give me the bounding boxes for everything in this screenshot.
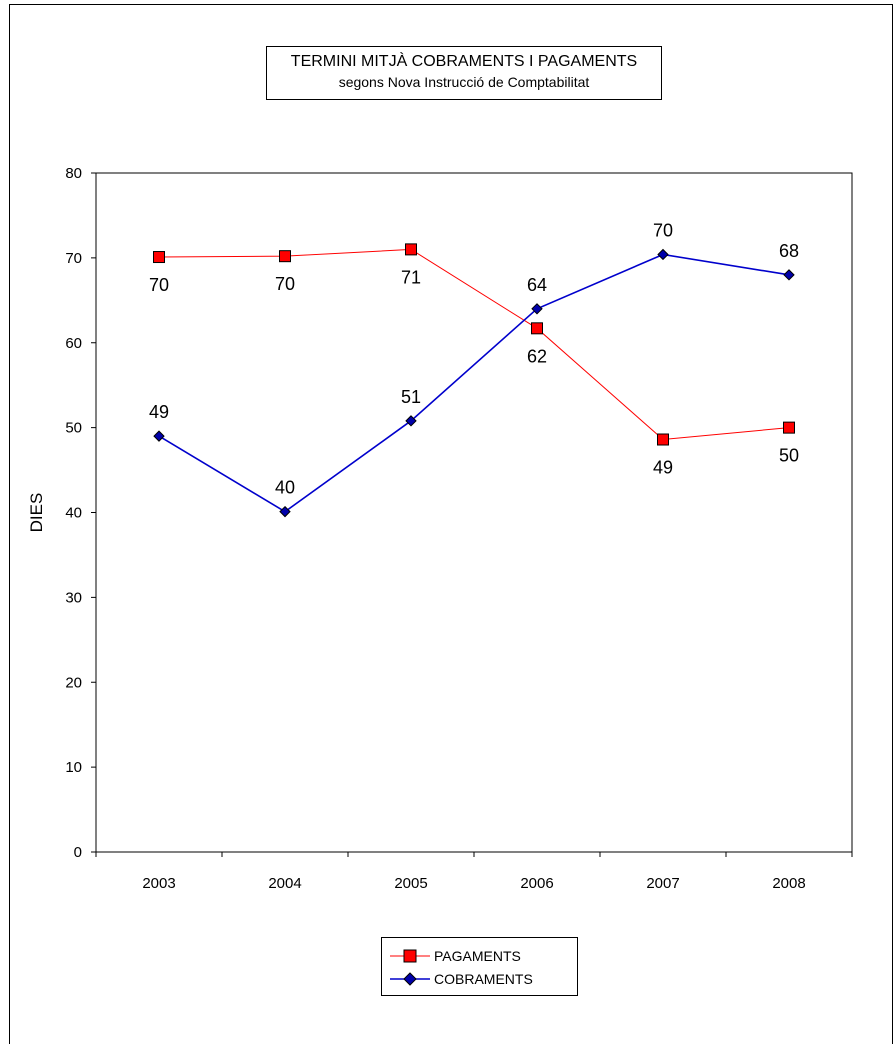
data-point-cobraments — [657, 248, 669, 261]
y-tick-label: 10 — [65, 759, 82, 776]
data-label-cobraments: 68 — [779, 241, 799, 261]
data-label-pagaments: 70 — [149, 275, 169, 295]
x-tick-label: 2003 — [142, 875, 175, 892]
data-label-cobraments: 40 — [275, 478, 295, 498]
chart-title-box: TERMINI MITJÀ COBRAMENTS I PAGAMENTS seg… — [266, 46, 662, 100]
axes: 0 10 20 30 40 50 60 70 80 2003 2004 2005 2006 2007 200… — [27, 165, 853, 892]
y-tick-label: 30 — [65, 589, 82, 606]
series-line-cobraments — [158, 253, 790, 513]
data-point-pagaments — [783, 421, 795, 434]
chart-title: TERMINI MITJÀ COBRAMENTS I PAGAMENTS — [290, 53, 638, 70]
data-label-pagaments: 62 — [527, 346, 547, 366]
data-point-cobraments — [783, 269, 795, 281]
legend-label-pagaments: PAGAMENTS — [434, 948, 521, 964]
legend-swatch-cobraments — [390, 972, 430, 986]
y-tick-label: 80 — [65, 165, 82, 182]
x-tick-label: 2005 — [394, 875, 427, 892]
y-tick-label: 60 — [65, 335, 82, 352]
data-point-cobraments — [153, 430, 165, 442]
data-point-cobraments — [405, 415, 417, 427]
data-point-pagaments — [405, 243, 417, 256]
series-lines — [158, 248, 790, 513]
data-label-cobraments: 51 — [401, 387, 421, 407]
y-tick-label: 40 — [65, 505, 82, 522]
legend-swatch-pagaments — [390, 949, 430, 963]
data-point-pagaments — [279, 250, 291, 263]
plot-area — [95, 172, 853, 853]
legend-item-pagaments: PAGAMENTS — [390, 946, 521, 966]
data-point-pagaments — [153, 251, 165, 264]
x-tick-label: 2006 — [520, 875, 553, 892]
legend-item-cobraments: COBRAMENTS — [390, 969, 533, 989]
data-labels: 70 70 71 62 49 50 49 40 51 64 70 68 — [149, 220, 799, 497]
data-label-pagaments: 49 — [653, 458, 673, 478]
series-line-pagaments — [158, 248, 790, 441]
legend: PAGAMENTS COBRAMENTS — [381, 937, 578, 996]
data-label-pagaments: 50 — [779, 446, 799, 466]
data-point-cobraments — [279, 505, 291, 518]
x-tick-label: 2004 — [268, 875, 301, 892]
x-tick-label: 2007 — [646, 875, 679, 892]
legend-label-cobraments: COBRAMENTS — [434, 971, 533, 987]
data-label-cobraments: 49 — [149, 402, 169, 422]
x-tick-label: 2008 — [772, 875, 805, 892]
data-point-pagaments — [531, 322, 543, 335]
data-point-cobraments — [531, 303, 543, 315]
y-axis-label: DIES — [27, 493, 46, 533]
chart-frame — [9, 4, 893, 1044]
data-label-pagaments: 70 — [275, 274, 295, 294]
data-label-cobraments: 64 — [527, 275, 547, 295]
data-label-cobraments: 70 — [653, 220, 673, 240]
y-tick-label: 20 — [65, 674, 82, 691]
data-label-pagaments: 71 — [401, 267, 421, 287]
y-tick-label: 0 — [74, 844, 82, 861]
data-point-pagaments — [657, 433, 669, 446]
chart-subtitle: segons Nova Instrucció de Comptabilitat — [338, 74, 590, 90]
series-markers — [153, 243, 795, 518]
y-tick-label: 50 — [65, 420, 82, 437]
y-tick-label: 70 — [65, 250, 82, 267]
